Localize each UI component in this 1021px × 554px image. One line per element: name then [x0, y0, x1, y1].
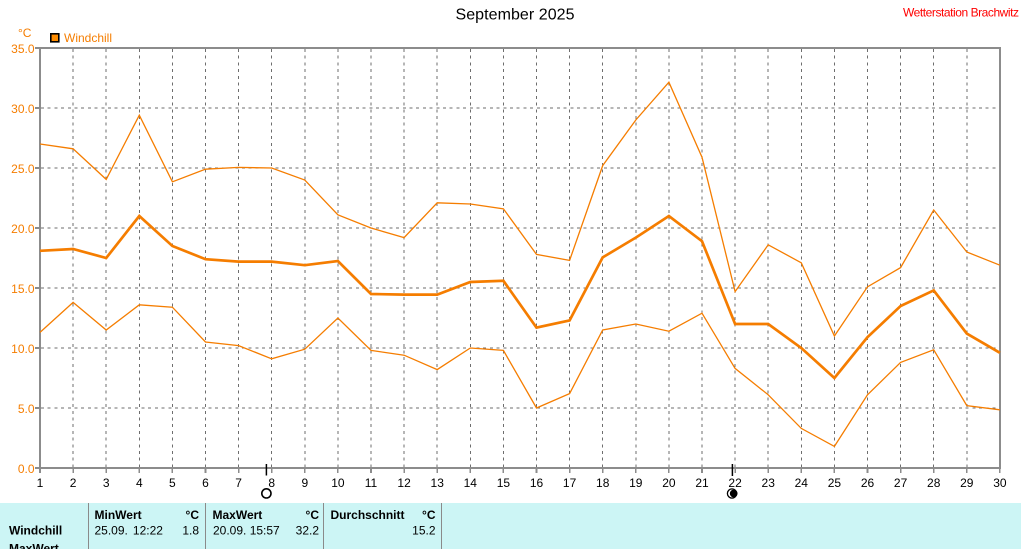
svg-text:15.0: 15.0 — [11, 282, 35, 296]
svg-text:°C: °C — [306, 508, 320, 522]
svg-text:15: 15 — [497, 476, 511, 490]
svg-text:21: 21 — [695, 476, 709, 490]
svg-text:17: 17 — [563, 476, 577, 490]
svg-text:5.0: 5.0 — [18, 402, 35, 416]
svg-text:15.2: 15.2 — [412, 524, 436, 538]
svg-text:8: 8 — [268, 476, 275, 490]
svg-text:18: 18 — [596, 476, 610, 490]
svg-text:12:22: 12:22 — [133, 524, 163, 538]
svg-text:7: 7 — [235, 476, 242, 490]
svg-text:19: 19 — [629, 476, 643, 490]
svg-text:26: 26 — [861, 476, 875, 490]
svg-text:30.0: 30.0 — [11, 102, 35, 116]
svg-text:9: 9 — [301, 476, 308, 490]
svg-text:September 2025: September 2025 — [456, 7, 575, 24]
svg-text:MaxWert: MaxWert — [213, 508, 263, 522]
svg-text:12: 12 — [397, 476, 411, 490]
svg-text:25.0: 25.0 — [11, 162, 35, 176]
svg-text:25: 25 — [828, 476, 842, 490]
svg-text:24: 24 — [795, 476, 809, 490]
svg-text:°C: °C — [186, 508, 200, 522]
svg-text:10.0: 10.0 — [11, 342, 35, 356]
svg-text:27: 27 — [894, 476, 908, 490]
svg-text:Wetterstation Brachwitz: Wetterstation Brachwitz — [903, 6, 1019, 20]
svg-text:0.0: 0.0 — [18, 462, 35, 476]
svg-text:°C: °C — [422, 508, 436, 522]
svg-text:20.0: 20.0 — [11, 222, 35, 236]
svg-text:°C: °C — [18, 26, 32, 40]
svg-text:20: 20 — [662, 476, 676, 490]
svg-text:Durchschnitt: Durchschnitt — [331, 508, 405, 522]
svg-text:6: 6 — [202, 476, 209, 490]
svg-text:35.0: 35.0 — [11, 42, 35, 56]
svg-text:32.2: 32.2 — [296, 524, 320, 538]
svg-text:22: 22 — [728, 476, 742, 490]
svg-text:15:57: 15:57 — [250, 524, 280, 538]
svg-text:1.8: 1.8 — [182, 524, 199, 538]
svg-text:MaxWert: MaxWert — [9, 541, 59, 549]
svg-text:MinWert: MinWert — [95, 508, 142, 522]
svg-text:29: 29 — [960, 476, 974, 490]
svg-text:5: 5 — [169, 476, 176, 490]
svg-text:Windchill: Windchill — [64, 31, 112, 45]
svg-text:23: 23 — [762, 476, 776, 490]
svg-text:14: 14 — [464, 476, 478, 490]
svg-text:20.09.: 20.09. — [213, 524, 246, 538]
svg-text:2: 2 — [70, 476, 77, 490]
svg-text:3: 3 — [103, 476, 110, 490]
svg-text:25.09.: 25.09. — [95, 524, 128, 538]
svg-text:11: 11 — [365, 476, 378, 490]
svg-text:10: 10 — [331, 476, 345, 490]
svg-text:Windchill: Windchill — [9, 524, 62, 538]
svg-text:30: 30 — [993, 476, 1007, 490]
svg-text:1: 1 — [37, 476, 44, 490]
svg-text:28: 28 — [927, 476, 941, 490]
svg-text:13: 13 — [431, 476, 445, 490]
svg-text:4: 4 — [136, 476, 143, 490]
svg-text:16: 16 — [530, 476, 544, 490]
